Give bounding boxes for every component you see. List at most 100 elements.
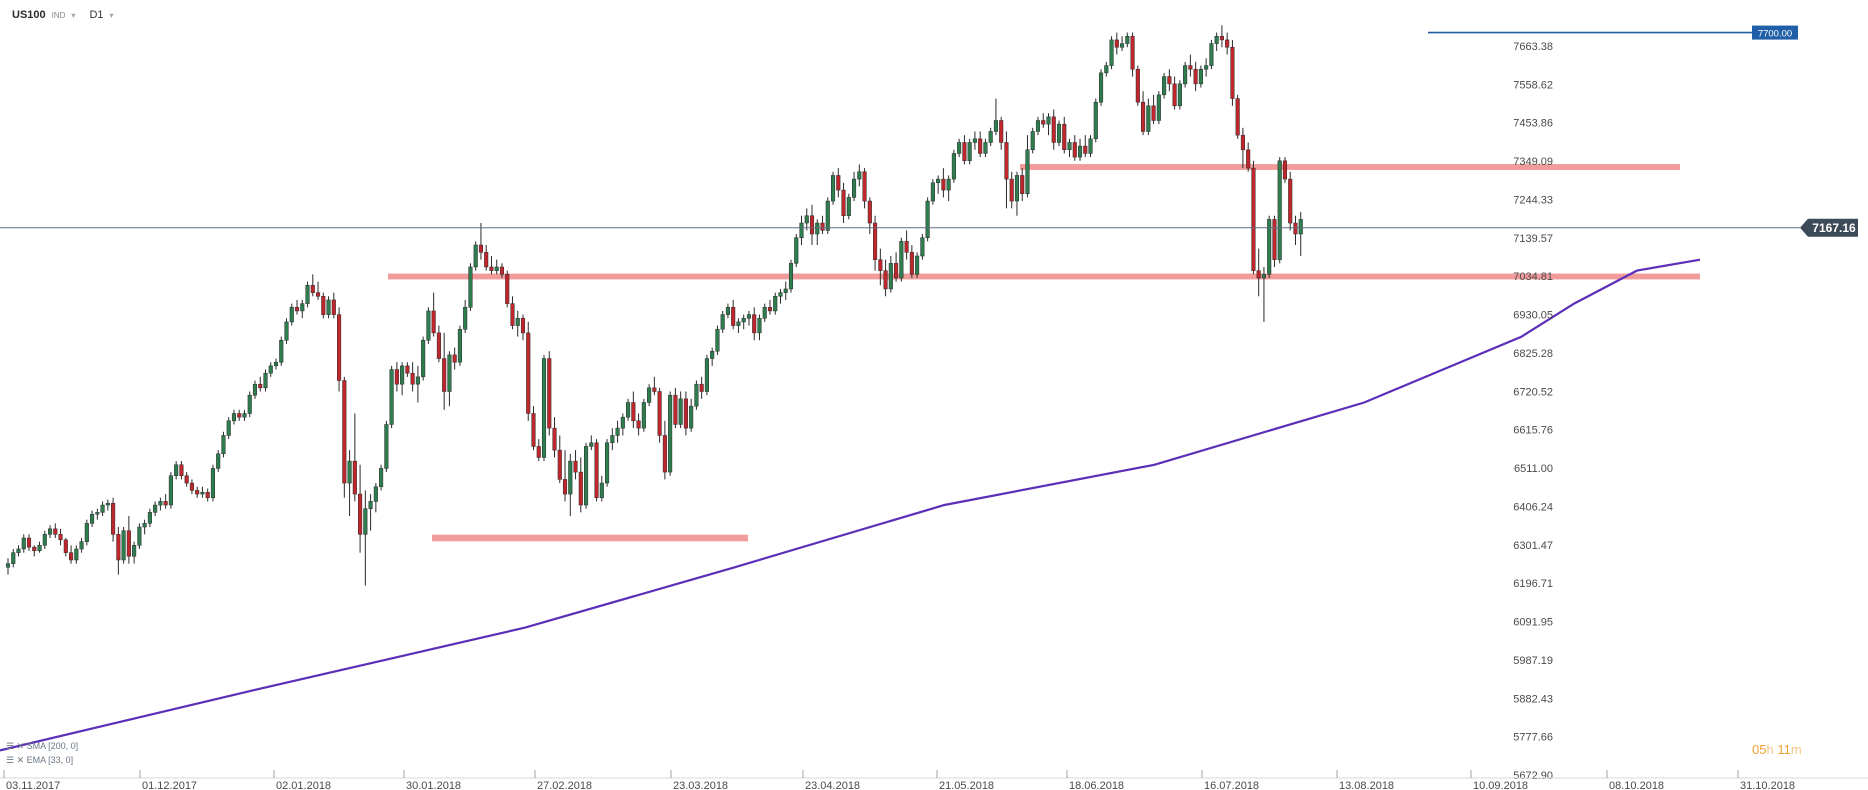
resistance-label: 7700.00: [1758, 29, 1792, 40]
candle-bull: [421, 339, 426, 378]
price-axis[interactable]: 7663.38 7558.62 7453.86 7349.09 7244.33 7139.…: [1513, 41, 1553, 782]
candle-bull: [463, 307, 468, 330]
candle-bear: [562, 479, 568, 495]
timeframe-dropdown-icon[interactable]: ▾: [109, 10, 114, 20]
candle-bull: [857, 171, 862, 180]
close-icon[interactable]: ✕: [16, 755, 25, 765]
candle-bull: [647, 387, 652, 403]
candle-bull: [936, 178, 941, 183]
candle-bull: [347, 460, 352, 484]
candle-bull: [1025, 149, 1030, 194]
close-icon[interactable]: ✕: [16, 741, 25, 751]
candle-bull: [221, 435, 226, 455]
candle-bear: [1141, 101, 1146, 132]
candle-bull: [746, 314, 752, 319]
candle-bear: [321, 296, 326, 315]
y-tick-label: 7034.81: [1513, 271, 1553, 283]
candle-bull: [899, 241, 904, 279]
candle-bear: [1256, 270, 1261, 279]
candle-bear: [1193, 68, 1198, 85]
menu-icon[interactable]: ☰: [6, 741, 15, 751]
x-tick-label: 30.01.2018: [406, 780, 461, 790]
candle-bear: [111, 502, 116, 535]
candle-bear: [394, 369, 399, 385]
candle-bull: [599, 482, 604, 498]
symbol-label[interactable]: US100: [12, 9, 46, 21]
candle-bear: [58, 534, 63, 541]
candle-bear: [478, 244, 483, 253]
candle-bear: [32, 546, 37, 552]
candle-bear: [484, 252, 489, 268]
candle-bull: [1214, 36, 1219, 44]
timeframe-label[interactable]: D1: [89, 9, 104, 21]
candle-bull: [1098, 72, 1104, 103]
candle-bear: [867, 200, 872, 224]
candle-bull: [389, 369, 394, 425]
candle-bull: [804, 215, 809, 224]
candle-bear: [909, 252, 914, 275]
chart-header: US100 IND ▾ D1 ▾: [12, 9, 122, 21]
candle-bull: [1298, 219, 1303, 235]
candle-bull: [584, 446, 589, 506]
candle-bull: [16, 548, 21, 553]
time-axis[interactable]: 03.11.2017 01.12.2017 02.01.2018 30.01.2018…: [0, 770, 1868, 790]
candle-bull: [384, 424, 389, 469]
x-tick-label: 31.10.2018: [1740, 780, 1795, 790]
countdown-minutes: 11: [1777, 742, 1791, 757]
candle-bull: [1014, 175, 1020, 202]
indicator-ema-legend[interactable]: ☰ ✕ EMA [33, 0]: [6, 755, 73, 766]
candle-bull: [368, 501, 373, 509]
candle-bull: [1146, 105, 1151, 132]
candle-bull: [1093, 101, 1098, 140]
indicator-sma-legend[interactable]: ☰ ✕ SMA [200, 0]: [6, 741, 78, 752]
y-tick-label: 6615.76: [1513, 425, 1553, 437]
y-tick-label: 7663.38: [1513, 41, 1553, 53]
candle-bear: [1288, 178, 1293, 224]
candle-bull: [231, 413, 237, 422]
candle-bull: [158, 501, 163, 506]
x-tick-label: 21.05.2018: [939, 780, 994, 790]
candle-bear: [594, 442, 599, 498]
candle-bear: [69, 552, 74, 561]
y-tick-label: 5882.43: [1513, 693, 1553, 705]
candle-bear: [116, 534, 121, 561]
candle-bear: [1041, 120, 1046, 125]
last-price-label: 7167.16: [1812, 221, 1856, 235]
candle-bull: [400, 365, 405, 385]
candle-bear: [841, 189, 846, 216]
candle-bull: [1030, 131, 1035, 151]
y-tick-label: 6091.95: [1513, 617, 1553, 629]
candle-bear: [1235, 98, 1240, 136]
candle-bull: [694, 383, 699, 407]
y-tick-label: 7244.33: [1513, 194, 1553, 206]
candle-bull: [100, 504, 105, 513]
y-tick-label: 7453.86: [1513, 118, 1553, 130]
symbol-dropdown-icon[interactable]: ▾: [71, 10, 76, 20]
sr-zone: [432, 534, 748, 542]
candle-bull: [788, 263, 794, 290]
candle-bear: [352, 460, 357, 495]
candle-bull: [1162, 76, 1167, 96]
candle-bear: [878, 259, 883, 271]
y-tick-label: 6511.00: [1514, 463, 1553, 475]
candle-bull: [641, 402, 646, 429]
candle-bear: [820, 222, 825, 231]
candle-bear: [520, 318, 526, 334]
candle-bear: [1072, 142, 1077, 158]
candle-bear: [531, 413, 536, 447]
candle-bull: [1109, 39, 1114, 66]
x-tick-label: 18.06.2018: [1069, 780, 1124, 790]
candle-bull: [210, 468, 215, 498]
menu-icon[interactable]: ☰: [6, 755, 15, 765]
candle-bull: [1056, 123, 1062, 143]
x-tick-label: 01.12.2017: [142, 780, 197, 790]
candle-bear: [315, 292, 321, 297]
candle-bull: [1204, 65, 1209, 70]
candle-bull: [1035, 120, 1041, 132]
candle-bull: [42, 534, 47, 546]
candle-bear: [941, 178, 946, 191]
candle-bull: [720, 314, 725, 330]
candle-bear: [631, 402, 636, 422]
candle-bear: [405, 365, 410, 374]
